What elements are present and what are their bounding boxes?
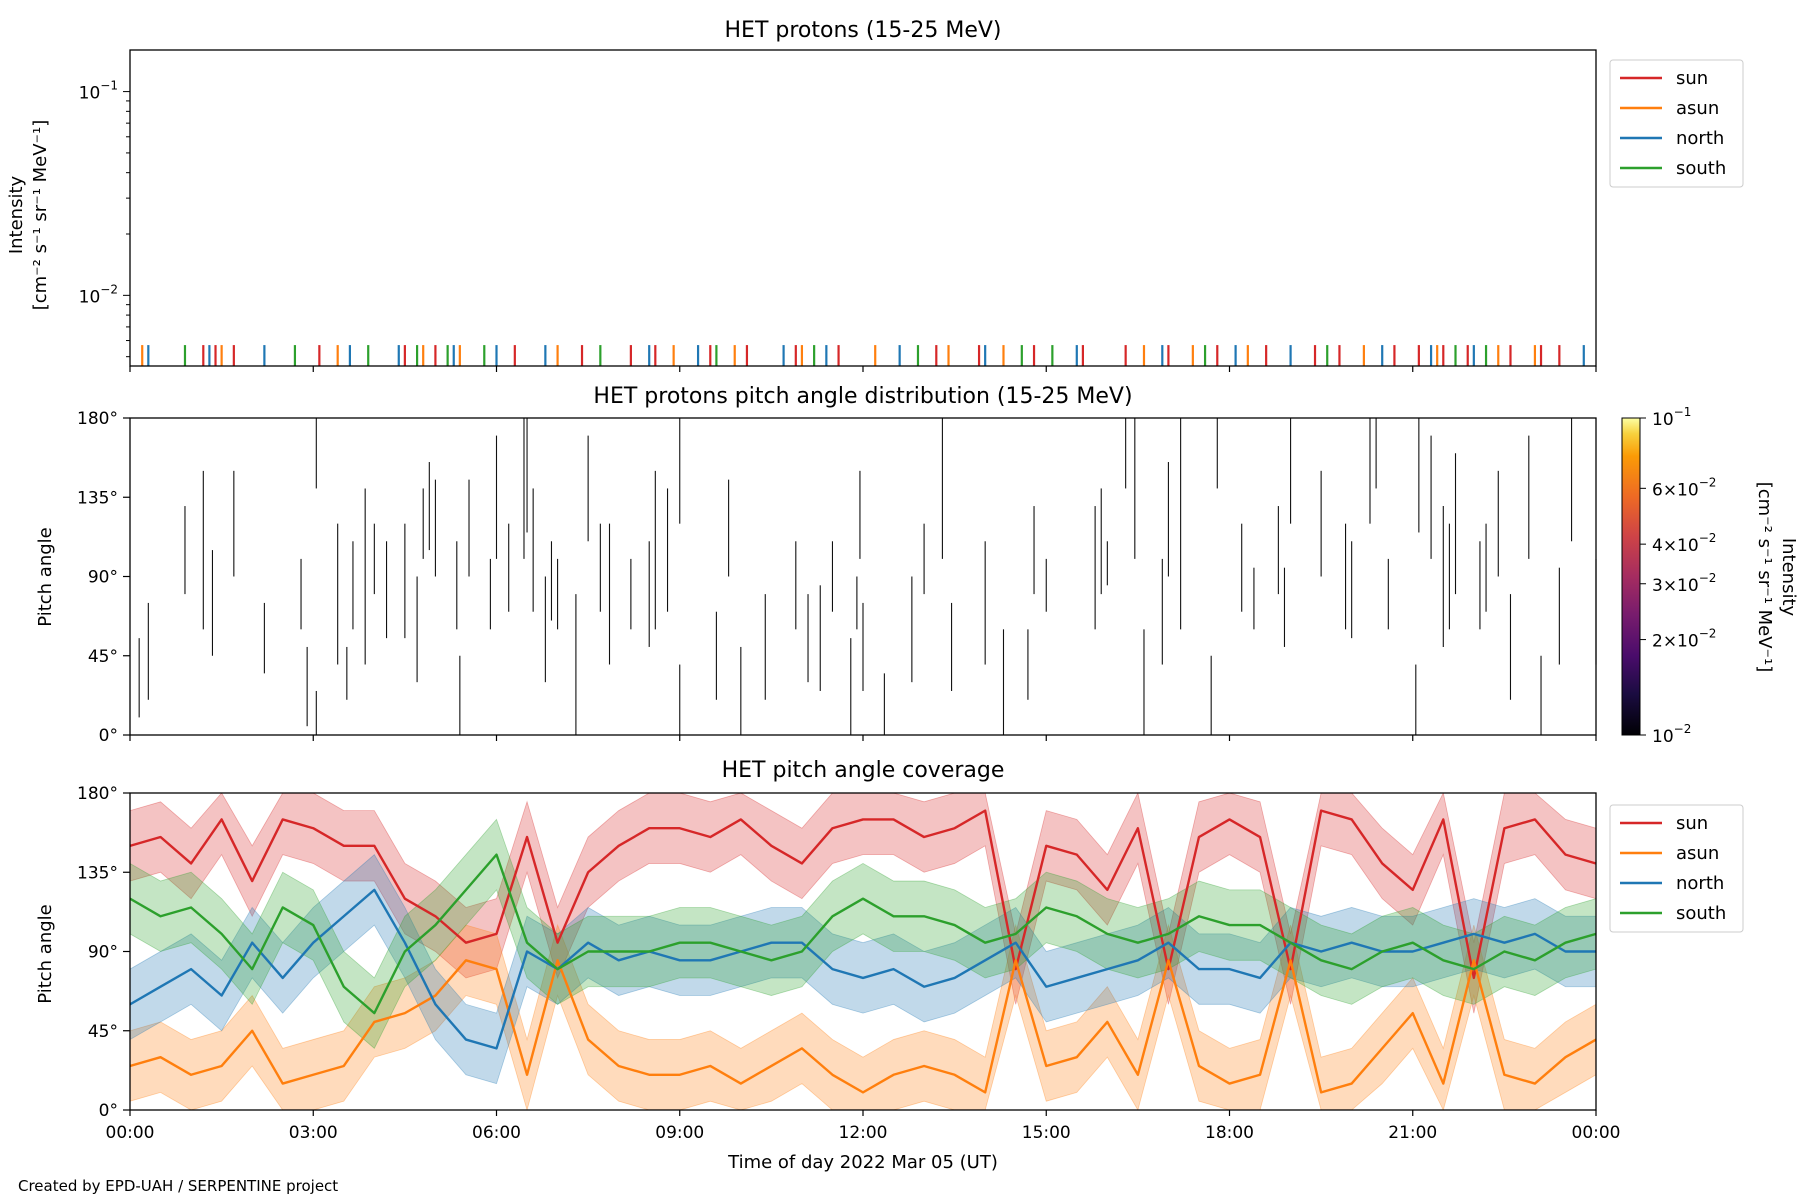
x-tick-label: 12:00 [839, 1123, 888, 1143]
coverage-lines [130, 809, 1596, 1094]
legend-frame [1609, 804, 1744, 933]
x-tick-label: 21:00 [1388, 1123, 1437, 1143]
coverage-panel-title: HET pitch angle coverage [722, 758, 1005, 783]
pad-panel-title: HET protons pitch angle distribution (15… [593, 384, 1132, 409]
sun-legend-label: sun [1676, 813, 1708, 834]
colorbar-label-line2: [cm⁻² s⁻¹ sr⁻¹ MeV⁻¹] [1754, 482, 1775, 673]
sun-legend-label: sun [1676, 68, 1708, 89]
y-tick-label: 45° [88, 1022, 118, 1042]
intensity-ylabel: Intensity [cm⁻² s⁻¹ sr⁻¹ MeV⁻¹] [6, 120, 51, 311]
pad-yticks: 0° 45° 90° 135° 180° [77, 409, 130, 746]
colorbar-label-line1: Intensity [1778, 538, 1799, 617]
x-tick-label: 09:00 [655, 1123, 704, 1143]
south-legend-label: south [1676, 158, 1726, 179]
colorbar-tick-label: 3×10−2 [1652, 570, 1716, 596]
y-tick-label: 10−2 [79, 282, 118, 308]
y-tick-label: 0° [99, 1101, 118, 1121]
north-legend-label: north [1676, 873, 1724, 894]
south-legend-label: south [1676, 903, 1726, 924]
y-tick-label: 90° [88, 568, 118, 588]
intensity-ylabel-line2: [cm⁻² s⁻¹ sr⁻¹ MeV⁻¹] [30, 120, 51, 311]
intensity-spikes [141, 345, 1585, 366]
north-legend-label: north [1676, 128, 1724, 149]
intensity-yticks: 10−1 10−2 [79, 78, 130, 358]
x-tick-label: 15:00 [1022, 1123, 1071, 1143]
coverage-yticks: 0° 45° 90° 135° 180° [77, 784, 130, 1121]
colorbar-label: Intensity [cm⁻² s⁻¹ sr⁻¹ MeV⁻¹] [1754, 482, 1799, 673]
coverage-legend: sun asun north south [1609, 804, 1744, 933]
colorbar-tick-label: 2×10−2 [1652, 626, 1716, 652]
y-tick-label: 0° [99, 726, 118, 746]
intensity-xticks [129, 366, 1597, 372]
x-tick-label: 03:00 [289, 1123, 338, 1143]
colorbar [1621, 417, 1641, 736]
intensity-panel-title: HET protons (15-25 MeV) [725, 18, 1002, 43]
colorbar-tick-label: 10−2 [1652, 722, 1691, 748]
x-tick-label: 06:00 [472, 1123, 521, 1143]
coverage-xticks: 00:00 03:00 06:00 09:00 12:00 15:00 18:00 21:00… [106, 1110, 1621, 1143]
coverage-bands [130, 793, 1596, 1110]
x-tick-label: 00:00 [106, 1123, 155, 1143]
y-tick-label: 10−1 [79, 78, 118, 104]
pad-panel: HET protons pitch angle distribution (15… [35, 384, 1799, 747]
x-tick-label: 18:00 [1205, 1123, 1254, 1143]
pad-ylabel: Pitch angle [35, 527, 56, 626]
intensity-legend: sun asun north south [1609, 59, 1744, 188]
asun-legend-label: asun [1676, 843, 1719, 864]
y-tick-label: 180° [77, 784, 118, 804]
sun-line [130, 809, 1596, 980]
y-tick-label: 90° [88, 943, 118, 963]
credit-text: Created by EPD-UAH / SERPENTINE project [18, 1177, 338, 1195]
y-tick-label: 45° [88, 647, 118, 667]
south-line [130, 853, 1596, 1015]
pad-segments [138, 418, 1597, 735]
intensity-ylabel-line1: Intensity [6, 175, 27, 254]
coverage-panel: HET pitch angle coverage Pitch angle 0° 4… [35, 758, 1744, 1143]
intensity-plot-frame [129, 49, 1597, 367]
coverage-ylabel: Pitch angle [35, 904, 56, 1003]
north-band [130, 854, 1596, 1085]
asun-line [130, 959, 1596, 1094]
colorbar-tick-label: 6×10−2 [1652, 475, 1716, 501]
y-tick-label: 180° [77, 409, 118, 429]
intensity-panel: HET protons (15-25 MeV) Intensity [cm⁻² … [6, 18, 1744, 372]
pad-xticks [129, 735, 1597, 741]
sun-band [130, 793, 1596, 1014]
y-tick-label: 135° [77, 488, 118, 508]
colorbar-tick-label: 10−1 [1652, 405, 1691, 431]
colorbar-tick-label: 4×10−2 [1652, 531, 1716, 557]
legend-frame [1609, 59, 1744, 188]
y-tick-label: 135° [77, 863, 118, 883]
asun-legend-label: asun [1676, 98, 1719, 119]
x-tick-label: 00:00 [1572, 1123, 1621, 1143]
x-axis-label: Time of day 2022 Mar 05 (UT) [727, 1152, 998, 1173]
colorbar-ticks: 10−1 6×10−2 4×10−2 3×10−2 2×10−2 10−2 [1640, 405, 1716, 748]
north-line [130, 888, 1596, 1050]
south-band [130, 818, 1596, 1050]
